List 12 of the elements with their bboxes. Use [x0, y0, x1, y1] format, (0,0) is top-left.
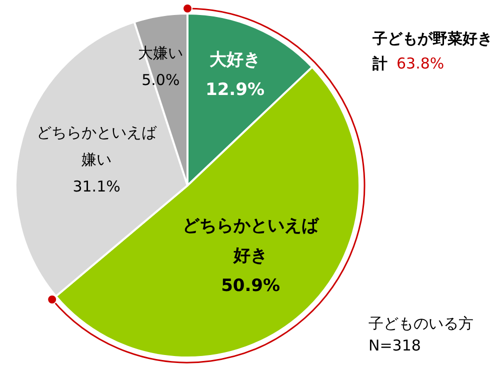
data-label: 31.1%: [72, 178, 120, 196]
text: 子どものいる方: [368, 314, 474, 332]
slice-label: どちらかといえば好き: [182, 216, 320, 266]
data-label: 5.0%: [142, 71, 180, 90]
text: 計 63.8%: [372, 54, 444, 72]
slice-label: 大嫌い: [138, 44, 184, 62]
text: N=318: [368, 336, 421, 354]
slice-label: 大好き: [210, 50, 261, 70]
slice-label: どちらかといえば嫌い: [36, 124, 158, 169]
text: 子どもが野菜好き: [372, 30, 492, 48]
data-label: 50.9%: [221, 276, 280, 296]
data-label: 12.9%: [206, 80, 265, 100]
